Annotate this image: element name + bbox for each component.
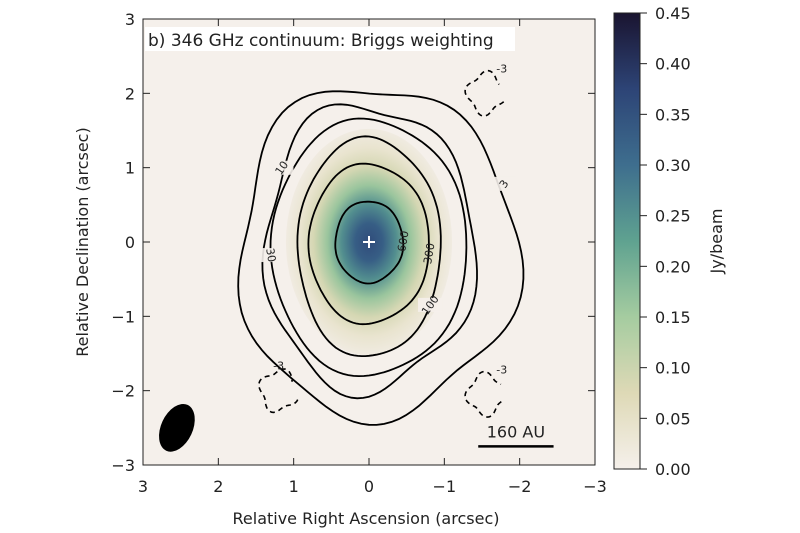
y-tick-label: 1 <box>125 159 135 178</box>
contour-layer <box>237 90 525 426</box>
x-tick-label: 0 <box>364 477 374 496</box>
x-axis-label: Relative Right Ascension (arcsec) <box>233 509 500 528</box>
colorbar-tick-label: 0.30 <box>655 156 691 175</box>
y-tick-label: −3 <box>111 456 135 475</box>
y-tick-label: 2 <box>125 84 135 103</box>
negative-contour <box>258 368 299 414</box>
scale-bar-label: 160 AU <box>487 422 545 441</box>
beam-ellipse <box>159 403 195 452</box>
y-tick-label: 0 <box>125 233 135 252</box>
contour-label-300: 300 <box>421 242 437 265</box>
colorbar-tick-label: 0.45 <box>655 4 691 23</box>
colorbar-tick-label: 0.05 <box>655 409 691 428</box>
colorbar-ticks: 0.00 0.05 0.10 0.15 0.20 0.25 0.30 0.35 0.40 0.45 <box>640 4 691 479</box>
x-tick-label: −3 <box>583 477 607 496</box>
colorbar-tick-label: 0.25 <box>655 207 691 226</box>
colorbar-tick-label: 0.35 <box>655 105 691 124</box>
contour-100 <box>296 135 442 358</box>
colorbar-tick-label: 0.20 <box>655 257 691 276</box>
negative-contour-label: -3 <box>273 360 284 373</box>
panel-title: b) 346 GHz continuum: Briggs weighting <box>148 31 494 51</box>
colorbar-tick-label: 0.40 <box>655 55 691 74</box>
contour-10 <box>261 103 478 400</box>
title-backdrop <box>145 27 515 51</box>
y-tick-label: −2 <box>111 382 135 401</box>
negative-contour <box>464 370 502 418</box>
y-tick-label: 3 <box>125 10 135 29</box>
y-tick-label: −1 <box>111 307 135 326</box>
contour-label-bg <box>269 160 294 175</box>
x-axis-ticks: 3 2 1 0 −1 −2 −3 <box>138 19 607 496</box>
contour-label-bg <box>491 176 516 191</box>
contour-30 <box>269 117 468 378</box>
peak-marker <box>363 236 375 248</box>
x-tick-label: 1 <box>289 477 299 496</box>
x-tick-label: −1 <box>433 477 457 496</box>
x-tick-label: 2 <box>213 477 223 496</box>
contour-label-bg <box>259 248 284 263</box>
y-axis-label: Relative Declination (arcsec) <box>73 127 92 356</box>
x-tick-label: 3 <box>138 477 148 496</box>
colorbar-gradient-bar <box>613 12 641 470</box>
contour-label-bg <box>418 297 443 312</box>
y-axis-ticks: 3 2 1 0 −1 −2 −3 <box>111 10 595 475</box>
colorbar-label: Jy/beam <box>707 209 726 275</box>
negative-contour-label: -3 <box>496 363 507 376</box>
negative-contour-layer: -3 -3 -3 <box>258 62 507 418</box>
colorbar-tick-label: 0.10 <box>655 359 691 378</box>
contour-300 <box>307 162 430 326</box>
colorbar-tick-label: 0.15 <box>655 308 691 327</box>
contour-600 <box>334 200 405 285</box>
negative-contour-label: -3 <box>496 62 507 75</box>
x-tick-label: −2 <box>508 477 532 496</box>
scale-bar: 160 AU <box>478 422 554 448</box>
contour-label-600: 600 <box>395 230 411 253</box>
negative-contour <box>464 69 505 117</box>
contour-label-30: 30 <box>263 247 278 263</box>
colorbar-tick-label: 0.00 <box>655 460 691 479</box>
contour-3 <box>237 90 525 426</box>
colorbar: 0.00 0.05 0.10 0.15 0.20 0.25 0.30 0.35 0.40 0.45… <box>613 4 726 479</box>
